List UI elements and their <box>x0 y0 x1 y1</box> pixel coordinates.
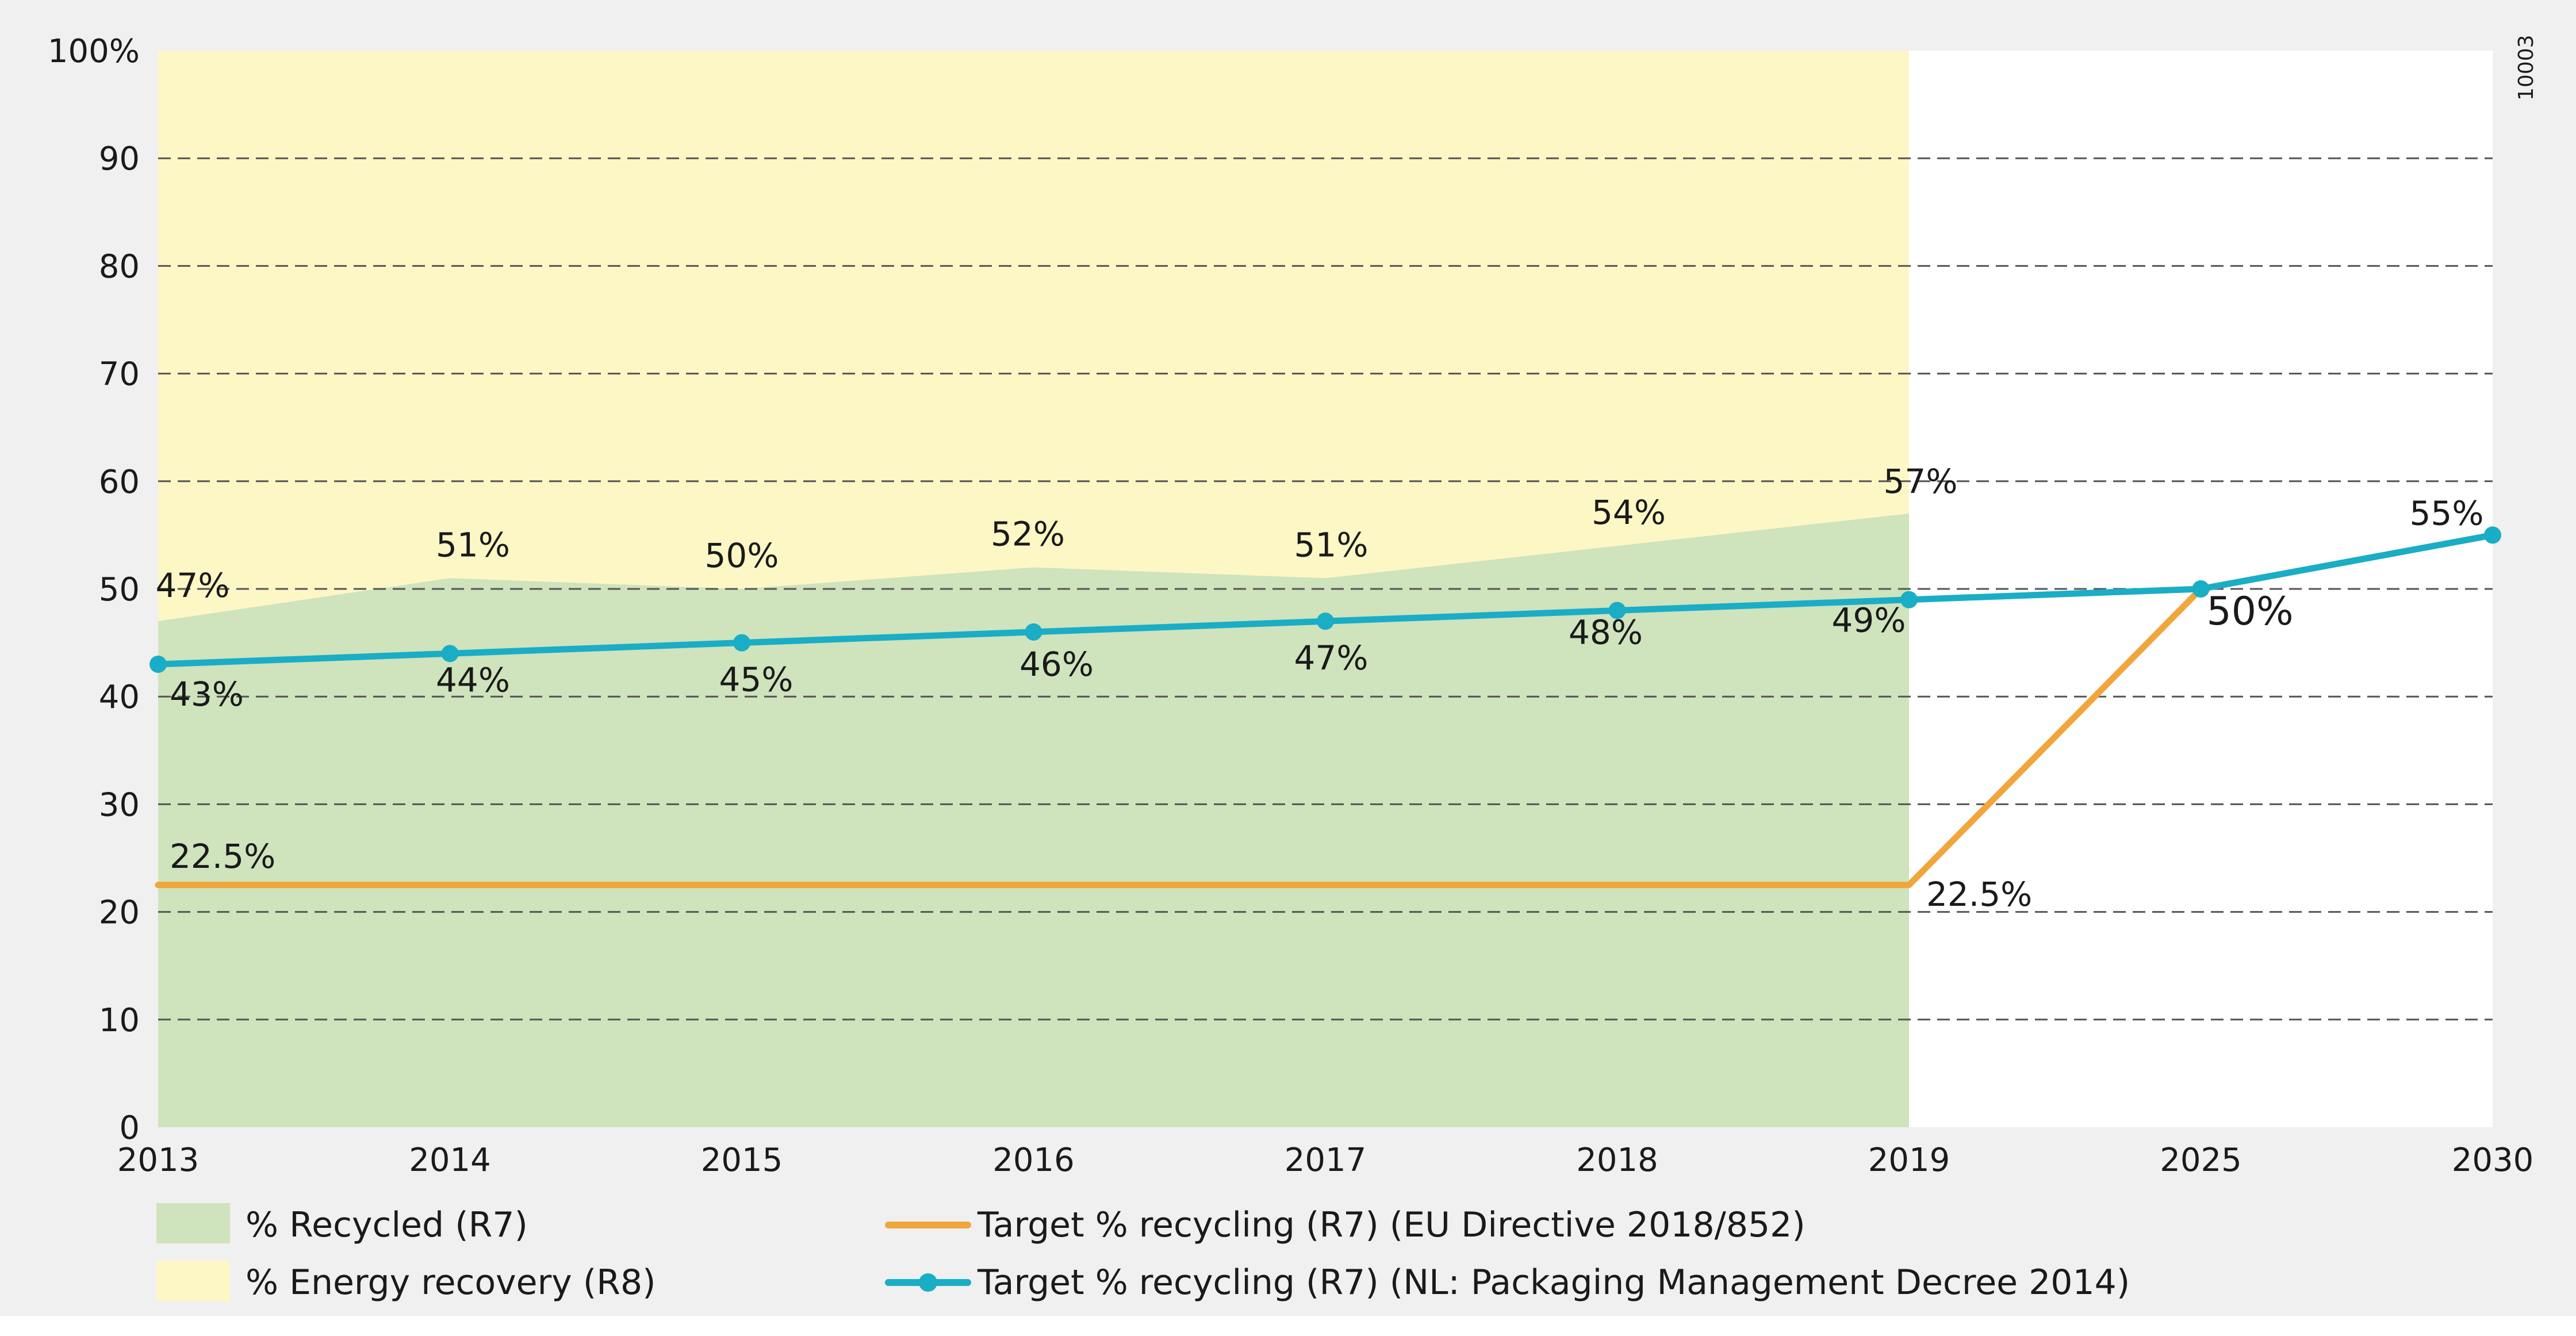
y-tick-label: 0 <box>119 1109 140 1147</box>
recycled-data-label: 54% <box>1592 493 1666 532</box>
y-tick-label: 50 <box>99 571 140 608</box>
y-tick-label: 60 <box>99 464 140 501</box>
eu-target-data-label: 50% <box>2207 589 2294 634</box>
recycled-data-label: 51% <box>436 525 510 564</box>
recycled-data-label: 47% <box>156 566 230 605</box>
nl-target-data-label: 48% <box>1569 613 1643 652</box>
figure-code: 10003 <box>2514 35 2538 101</box>
legend-label: Target % recycling (R7) (NL: Packaging M… <box>977 1262 2130 1303</box>
y-tick-label: 100% <box>48 33 140 70</box>
y-tick-label: 10 <box>99 1002 140 1039</box>
recycled-data-label: 50% <box>705 536 779 575</box>
bottom-strip <box>0 1316 2576 1334</box>
y-tick-label: 90 <box>99 140 140 178</box>
x-tick-label: 2017 <box>1285 1142 1367 1179</box>
nl-target-marker <box>1025 623 1042 641</box>
x-tick-label: 2013 <box>117 1142 200 1179</box>
x-tick-label: 2014 <box>409 1142 491 1179</box>
nl-target-data-label: 45% <box>719 660 793 699</box>
nl-target-marker <box>1900 591 1918 608</box>
x-tick-label: 2019 <box>1868 1142 1950 1179</box>
nl-target-marker <box>1317 613 1334 630</box>
x-tick-label: 2018 <box>1576 1142 1658 1179</box>
legend-label: % Energy recovery (R8) <box>246 1262 656 1303</box>
eu-target-data-label: 22.5% <box>1926 875 2032 914</box>
x-tick-label: 2025 <box>2160 1142 2242 1179</box>
eu-target-data-label: 22.5% <box>170 837 275 876</box>
nl-target-data-label: 49% <box>1832 601 1906 640</box>
legend-label: Target % recycling (R7) (EU Directive 20… <box>977 1205 1805 1245</box>
nl-target-marker <box>733 634 750 652</box>
legend-label: % Recycled (R7) <box>246 1205 528 1245</box>
y-tick-label: 30 <box>99 786 140 824</box>
nl-target-marker <box>2484 526 2501 544</box>
y-tick-label: 70 <box>99 356 140 393</box>
nl-target-data-label: 43% <box>170 675 244 714</box>
legend-marker <box>919 1273 937 1292</box>
x-tick-label: 2030 <box>2452 1142 2534 1179</box>
y-tick-label: 80 <box>99 248 140 285</box>
nl-target-data-label: 47% <box>1294 638 1368 677</box>
legend-swatch <box>156 1261 230 1301</box>
legend-swatch <box>156 1203 230 1243</box>
area-recycled <box>158 513 1909 1128</box>
x-tick-label: 2016 <box>992 1142 1075 1179</box>
nl-target-data-label: 44% <box>436 660 510 699</box>
nl-target-marker <box>2192 580 2210 598</box>
nl-target-marker <box>150 656 167 673</box>
nl-target-data-label: 46% <box>1019 645 1094 684</box>
nl-target-marker <box>1608 602 1626 619</box>
y-tick-label: 20 <box>99 894 140 932</box>
recycled-data-label: 57% <box>1884 462 1958 501</box>
recycled-data-label: 51% <box>1294 525 1368 564</box>
y-tick-label: 40 <box>99 679 140 716</box>
nl-target-data-label: 55% <box>2410 493 2484 533</box>
recycled-data-label: 52% <box>991 515 1065 554</box>
x-tick-label: 2015 <box>701 1142 783 1179</box>
nl-target-marker <box>441 645 459 663</box>
